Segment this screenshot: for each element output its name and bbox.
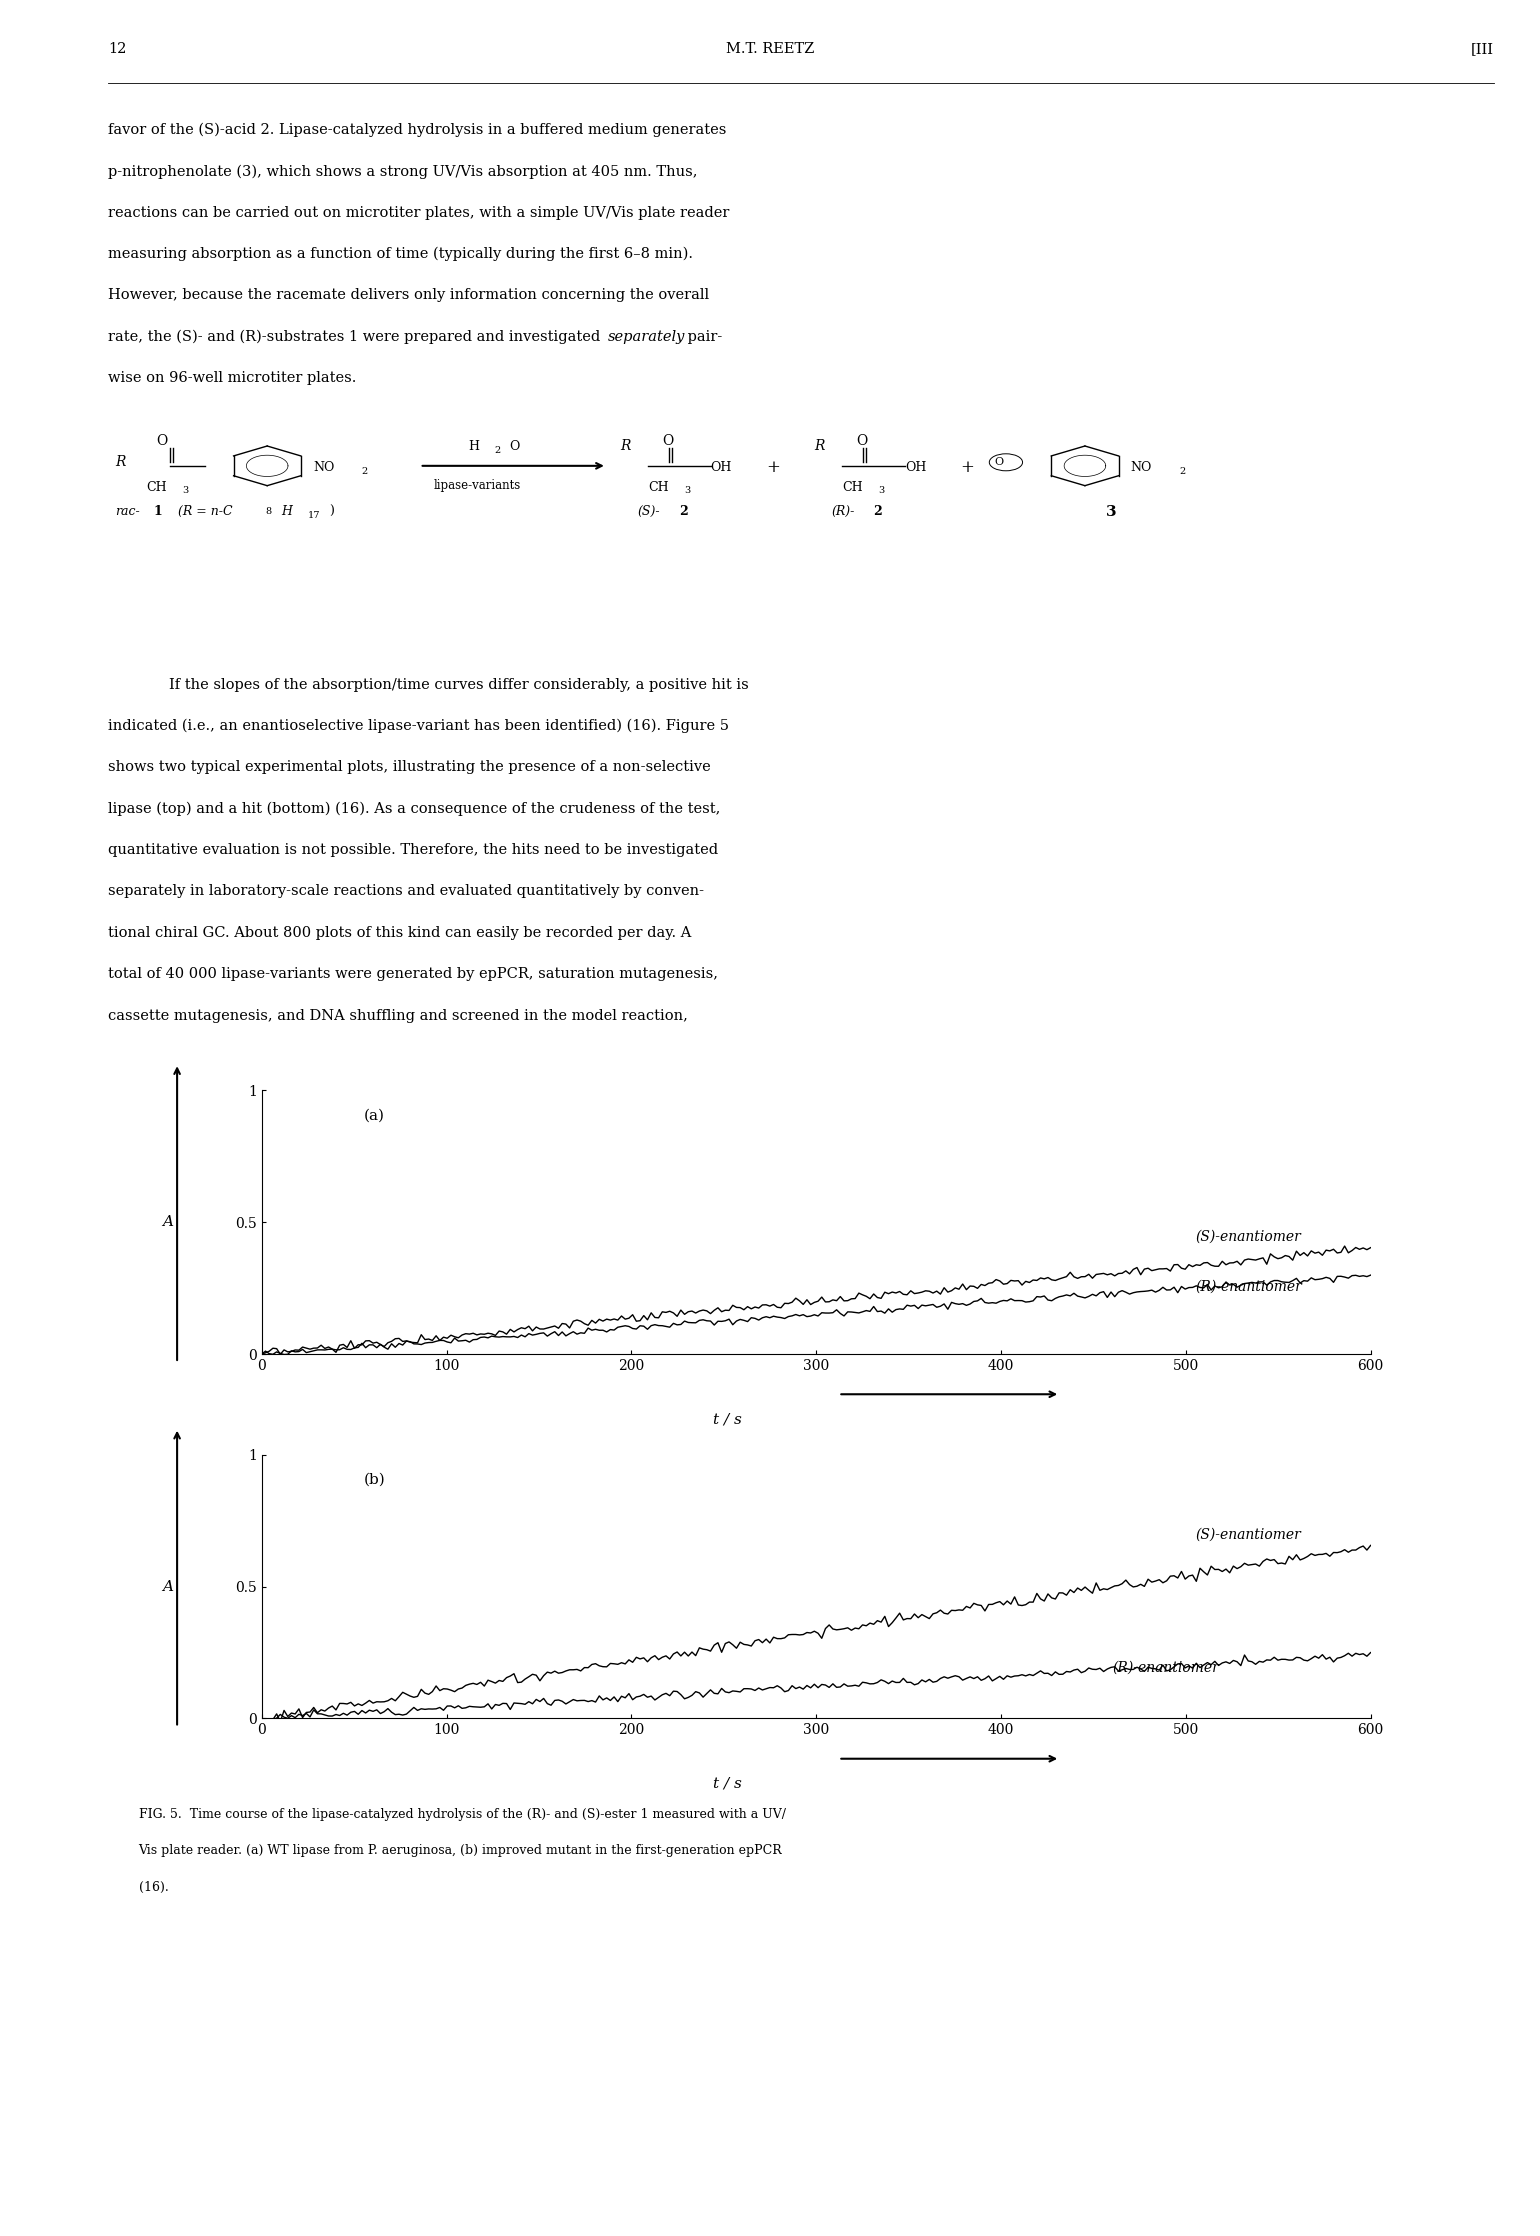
- Text: 3: 3: [1106, 505, 1116, 519]
- Text: total of 40 000 lipase-variants were generated by epPCR, saturation mutagenesis,: total of 40 000 lipase-variants were gen…: [108, 968, 718, 982]
- Text: OH: OH: [711, 461, 732, 474]
- Text: indicated (i.e., an enantioselective lipase-variant has been identified) (16). F: indicated (i.e., an enantioselective lip…: [108, 720, 728, 733]
- Text: FIG. 5.  Time course of the lipase-catalyzed hydrolysis of the (R)- and (S)-este: FIG. 5. Time course of the lipase-cataly…: [139, 1809, 785, 1820]
- Text: pair-: pair-: [682, 329, 722, 344]
- Text: 17: 17: [308, 510, 320, 521]
- Text: However, because the racemate delivers only information concerning the overall: However, because the racemate delivers o…: [108, 288, 708, 302]
- Text: cassette mutagenesis, and DNA shuffling and screened in the model reaction,: cassette mutagenesis, and DNA shuffling …: [108, 1008, 688, 1022]
- Text: [III: [III: [1471, 42, 1494, 56]
- Text: (R)-: (R)-: [832, 505, 855, 519]
- Text: O: O: [157, 434, 168, 447]
- Text: (S)-: (S)-: [638, 505, 659, 519]
- Text: Vis plate reader. (a) WT lipase from P. aeruginosa, (b) improved mutant in the f: Vis plate reader. (a) WT lipase from P. …: [139, 1845, 782, 1858]
- Text: 3: 3: [684, 485, 690, 494]
- Text: A: A: [162, 1579, 172, 1594]
- Text: R: R: [815, 438, 825, 454]
- Text: 2: 2: [494, 445, 501, 454]
- Text: separately: separately: [608, 329, 685, 344]
- Text: A: A: [162, 1214, 172, 1230]
- Text: separately in laboratory-scale reactions and evaluated quantitatively by conven-: separately in laboratory-scale reactions…: [108, 885, 704, 899]
- Text: (16).: (16).: [139, 1880, 168, 1894]
- Text: H: H: [280, 505, 293, 519]
- Text: wise on 96-well microtiter plates.: wise on 96-well microtiter plates.: [108, 371, 356, 385]
- Text: rate, the (S)- and (R)-substrates 1 were prepared and investigated: rate, the (S)- and (R)-substrates 1 were…: [108, 329, 605, 344]
- Text: +: +: [961, 458, 975, 476]
- Text: (R)-enantiomer: (R)-enantiomer: [1195, 1281, 1301, 1295]
- Text: (R = n-C: (R = n-C: [174, 505, 233, 519]
- Text: quantitative evaluation is not possible. Therefore, the hits need to be investig: quantitative evaluation is not possible.…: [108, 843, 718, 856]
- Text: (a): (a): [363, 1109, 385, 1122]
- Text: OH: OH: [906, 461, 926, 474]
- Text: t / s: t / s: [713, 1413, 742, 1427]
- Text: CH: CH: [648, 481, 668, 494]
- Text: ): ): [330, 505, 334, 519]
- Text: CH: CH: [146, 481, 168, 494]
- Text: (S)-enantiomer: (S)-enantiomer: [1195, 1230, 1301, 1243]
- Text: 2: 2: [679, 505, 687, 519]
- Text: t / s: t / s: [713, 1778, 742, 1791]
- Text: p-nitrophenolate (3), which shows a strong UV/Vis absorption at 405 nm. Thus,: p-nitrophenolate (3), which shows a stro…: [108, 165, 698, 179]
- Text: 2: 2: [362, 467, 368, 476]
- Text: 1: 1: [154, 505, 162, 519]
- Text: NO: NO: [313, 461, 334, 474]
- Text: 8: 8: [266, 508, 273, 517]
- Text: shows two typical experimental plots, illustrating the presence of a non-selecti: shows two typical experimental plots, il…: [108, 760, 710, 774]
- Text: O: O: [662, 434, 673, 447]
- Text: +: +: [767, 458, 781, 476]
- Text: lipase-variants: lipase-variants: [434, 479, 521, 492]
- Text: O: O: [995, 458, 1004, 467]
- Text: (b): (b): [363, 1474, 385, 1487]
- Text: rac-: rac-: [116, 505, 140, 519]
- Text: NO: NO: [1130, 461, 1152, 474]
- Text: favor of the (S)-acid 2. Lipase-catalyzed hydrolysis in a buffered medium genera: favor of the (S)-acid 2. Lipase-catalyze…: [108, 123, 727, 136]
- Text: If the slopes of the absorption/time curves differ considerably, a positive hit : If the slopes of the absorption/time cur…: [169, 678, 748, 691]
- Text: 12: 12: [108, 42, 126, 56]
- Text: R: R: [116, 456, 125, 470]
- Text: tional chiral GC. About 800 plots of this kind can easily be recorded per day. A: tional chiral GC. About 800 plots of thi…: [108, 926, 691, 939]
- Text: (R)-enantiomer: (R)-enantiomer: [1112, 1661, 1218, 1675]
- Text: M.T. REETZ: M.T. REETZ: [725, 42, 815, 56]
- Text: (S)-enantiomer: (S)-enantiomer: [1195, 1527, 1301, 1541]
- Text: O: O: [510, 440, 521, 452]
- Text: measuring absorption as a function of time (typically during the first 6–8 min).: measuring absorption as a function of ti…: [108, 246, 693, 262]
- Text: reactions can be carried out on microtiter plates, with a simple UV/Vis plate re: reactions can be carried out on microtit…: [108, 206, 728, 219]
- Text: O: O: [856, 434, 867, 447]
- Text: 2: 2: [1180, 467, 1186, 476]
- Text: 3: 3: [183, 485, 189, 494]
- Text: lipase (top) and a hit (bottom) (16). As a consequence of the crudeness of the t: lipase (top) and a hit (bottom) (16). As…: [108, 803, 721, 816]
- Text: 2: 2: [873, 505, 881, 519]
- Text: R: R: [621, 438, 631, 454]
- Text: 3: 3: [878, 485, 884, 494]
- Text: CH: CH: [842, 481, 862, 494]
- Text: H: H: [468, 440, 479, 452]
